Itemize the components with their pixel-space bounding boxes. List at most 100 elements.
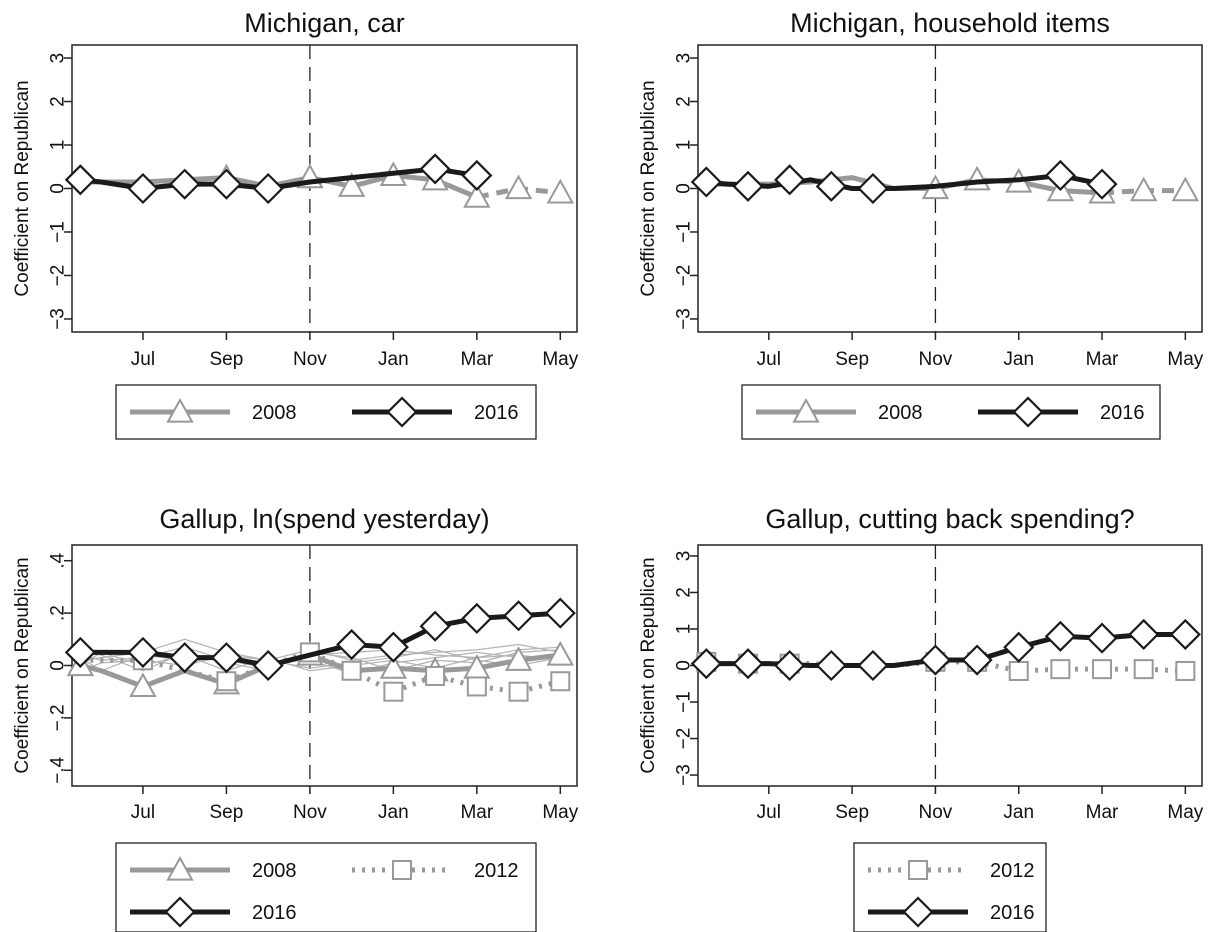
data-point-2016 bbox=[127, 172, 159, 205]
y-tick-label: 1 bbox=[48, 140, 69, 151]
panel-3: Gallup, ln(spend yesterday) −.4 −.2 0 .2 .4 Co… bbox=[12, 504, 579, 932]
y-tick-label: 2 bbox=[48, 96, 69, 107]
legend-marker bbox=[392, 860, 412, 880]
data-point-2016 bbox=[774, 649, 806, 682]
y-tick-label: −1 bbox=[674, 691, 695, 713]
y-tick-label: .4 bbox=[48, 552, 69, 568]
data-point-2016 bbox=[732, 170, 764, 202]
series-2016 bbox=[64, 153, 493, 205]
data-point-2008 bbox=[337, 172, 366, 197]
legend: 2008 2016 bbox=[115, 384, 537, 440]
data-point-2012 bbox=[216, 671, 237, 692]
data-point-2012 bbox=[1092, 659, 1113, 680]
y-tick-label: 3 bbox=[674, 53, 695, 64]
y-tick-label: −.4 bbox=[48, 756, 69, 783]
x-tick-label: Mar bbox=[460, 802, 493, 823]
x-tick-label: Mar bbox=[1086, 349, 1119, 370]
data-point-2016 bbox=[169, 168, 201, 200]
y-tick-label: −2 bbox=[48, 265, 69, 287]
y-tick-label: −1 bbox=[674, 221, 695, 243]
plot-frame bbox=[697, 44, 1203, 333]
data-point-2008 bbox=[379, 654, 408, 679]
x-tick-label: May bbox=[542, 802, 578, 823]
x-tick-label: Nov bbox=[293, 349, 327, 370]
y-tick-label: .2 bbox=[48, 605, 69, 621]
data-point-2012 bbox=[1133, 659, 1154, 680]
data-point-2016 bbox=[461, 159, 493, 192]
y-tick-label: 0 bbox=[48, 183, 69, 194]
data-point-2016 bbox=[857, 172, 889, 205]
data-point-2012 bbox=[341, 660, 362, 681]
legend-label: 2012 bbox=[474, 860, 519, 882]
x-tick-label: May bbox=[542, 349, 578, 370]
x-tick-label: Jul bbox=[131, 349, 155, 370]
data-point-2016 bbox=[210, 168, 242, 200]
data-point-2016 bbox=[252, 649, 284, 682]
data-point-2012 bbox=[1050, 659, 1071, 680]
data-point-2016 bbox=[1128, 618, 1160, 651]
data-point-2008 bbox=[1129, 176, 1158, 202]
x-tick-label: Nov bbox=[919, 349, 953, 370]
data-point-2016 bbox=[169, 642, 201, 674]
panel-1: Michigan, car −3 −2 −1 0 1 2 3 Coefficient on Re… bbox=[12, 8, 579, 440]
data-point-2016 bbox=[815, 170, 847, 202]
x-tick-label: May bbox=[1167, 802, 1203, 823]
data-point-2016 bbox=[961, 644, 993, 676]
x-tick-label: Jul bbox=[757, 349, 781, 370]
legend-marker bbox=[908, 860, 928, 880]
legend-label: 2016 bbox=[990, 902, 1035, 924]
legend-label: 2008 bbox=[252, 860, 297, 882]
data-point-2016 bbox=[732, 648, 764, 680]
y-tick-label: 0 bbox=[48, 660, 69, 671]
data-point-2012 bbox=[508, 681, 529, 702]
legend: 2008 2012 2016 bbox=[115, 842, 537, 932]
y-tick-label: −3 bbox=[48, 308, 69, 330]
x-tick-label: Jan bbox=[1003, 802, 1034, 823]
data-point-2008 bbox=[463, 183, 491, 208]
data-point-2016 bbox=[690, 648, 722, 680]
data-point-2016 bbox=[64, 164, 96, 196]
legend-label: 2016 bbox=[1100, 402, 1145, 424]
legend-marker bbox=[164, 896, 196, 928]
y-axis-title: Coefficient on Republican bbox=[12, 557, 33, 773]
data-point-2012 bbox=[550, 671, 571, 692]
data-point-2016 bbox=[774, 164, 806, 196]
legend-marker bbox=[902, 896, 934, 928]
panel-title: Michigan, household items bbox=[790, 8, 1110, 38]
y-tick-label: 0 bbox=[674, 183, 695, 194]
data-point-2016 bbox=[1169, 618, 1201, 651]
data-point-2016 bbox=[544, 597, 576, 629]
data-point-2016 bbox=[127, 636, 159, 668]
data-point-2008 bbox=[129, 672, 157, 698]
data-point-2012 bbox=[466, 676, 487, 697]
legend-label: 2008 bbox=[252, 402, 297, 424]
y-tick-label: −3 bbox=[674, 764, 695, 786]
legend-marker bbox=[1012, 396, 1044, 428]
panel-title: Gallup, cutting back spending? bbox=[765, 504, 1134, 534]
y-tick-label: −2 bbox=[674, 265, 695, 287]
legend-label: 2008 bbox=[878, 402, 923, 424]
x-tick-label: Mar bbox=[460, 349, 493, 370]
panel-2: Michigan, household items −3 −2 −1 0 1 2 3 Coeff… bbox=[638, 8, 1204, 440]
data-point-2016 bbox=[419, 153, 451, 185]
data-point-2008 bbox=[504, 646, 533, 671]
y-tick-label: 3 bbox=[48, 53, 69, 64]
series-2016 bbox=[64, 597, 576, 682]
y-tick-label: 2 bbox=[674, 587, 695, 598]
data-point-2012 bbox=[383, 681, 404, 702]
data-point-2016 bbox=[336, 628, 368, 661]
data-point-2016 bbox=[419, 610, 451, 642]
data-point-2016 bbox=[857, 649, 889, 682]
x-tick-label: Jan bbox=[378, 349, 409, 370]
data-point-2008 bbox=[504, 174, 533, 200]
data-point-2008 bbox=[546, 178, 575, 204]
y-axis-title: Coefficient on Republican bbox=[638, 557, 659, 773]
data-point-2012 bbox=[1008, 660, 1029, 681]
panel-title: Michigan, car bbox=[244, 8, 405, 38]
x-tick-label: Nov bbox=[293, 802, 327, 823]
data-point-2016 bbox=[252, 172, 284, 205]
data-point-2016 bbox=[210, 642, 242, 674]
x-tick-label: May bbox=[1167, 349, 1203, 370]
y-tick-label: 0 bbox=[674, 660, 695, 671]
